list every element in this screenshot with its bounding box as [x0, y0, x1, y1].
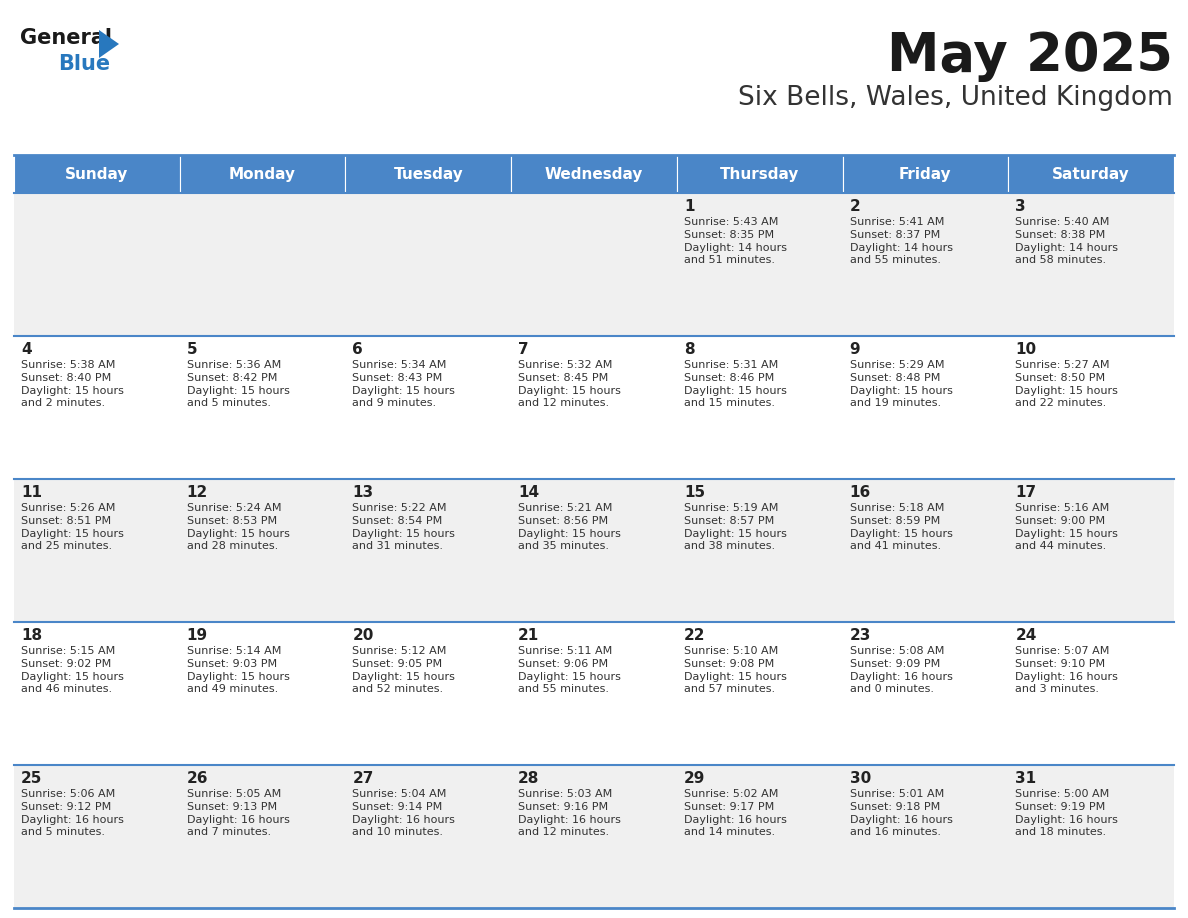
Bar: [346, 155, 511, 193]
Text: 16: 16: [849, 485, 871, 500]
Text: Sunrise: 5:18 AM
Sunset: 8:59 PM
Daylight: 15 hours
and 41 minutes.: Sunrise: 5:18 AM Sunset: 8:59 PM Dayligh…: [849, 503, 953, 552]
Text: Sunrise: 5:27 AM
Sunset: 8:50 PM
Daylight: 15 hours
and 22 minutes.: Sunrise: 5:27 AM Sunset: 8:50 PM Dayligh…: [1016, 360, 1118, 409]
Bar: [511, 155, 677, 193]
Text: 6: 6: [353, 342, 364, 357]
Text: Sunrise: 5:12 AM
Sunset: 9:05 PM
Daylight: 15 hours
and 52 minutes.: Sunrise: 5:12 AM Sunset: 9:05 PM Dayligh…: [353, 646, 455, 694]
Text: Sunrise: 5:26 AM
Sunset: 8:51 PM
Daylight: 15 hours
and 25 minutes.: Sunrise: 5:26 AM Sunset: 8:51 PM Dayligh…: [21, 503, 124, 552]
Text: 23: 23: [849, 628, 871, 643]
Text: Sunrise: 5:34 AM
Sunset: 8:43 PM
Daylight: 15 hours
and 9 minutes.: Sunrise: 5:34 AM Sunset: 8:43 PM Dayligh…: [353, 360, 455, 409]
Bar: [14, 155, 179, 193]
Text: 29: 29: [684, 771, 706, 786]
Text: Sunrise: 5:15 AM
Sunset: 9:02 PM
Daylight: 15 hours
and 46 minutes.: Sunrise: 5:15 AM Sunset: 9:02 PM Dayligh…: [21, 646, 124, 694]
Text: Sunrise: 5:38 AM
Sunset: 8:40 PM
Daylight: 15 hours
and 2 minutes.: Sunrise: 5:38 AM Sunset: 8:40 PM Dayligh…: [21, 360, 124, 409]
Text: Sunrise: 5:04 AM
Sunset: 9:14 PM
Daylight: 16 hours
and 10 minutes.: Sunrise: 5:04 AM Sunset: 9:14 PM Dayligh…: [353, 789, 455, 837]
Text: Sunrise: 5:02 AM
Sunset: 9:17 PM
Daylight: 16 hours
and 14 minutes.: Sunrise: 5:02 AM Sunset: 9:17 PM Dayligh…: [684, 789, 786, 837]
Text: 5: 5: [187, 342, 197, 357]
Polygon shape: [99, 30, 119, 58]
Text: 25: 25: [21, 771, 43, 786]
Text: Tuesday: Tuesday: [393, 166, 463, 182]
Text: 3: 3: [1016, 199, 1026, 214]
Bar: [14, 336, 1174, 479]
Text: Sunrise: 5:36 AM
Sunset: 8:42 PM
Daylight: 15 hours
and 5 minutes.: Sunrise: 5:36 AM Sunset: 8:42 PM Dayligh…: [187, 360, 290, 409]
Text: Sunrise: 5:07 AM
Sunset: 9:10 PM
Daylight: 16 hours
and 3 minutes.: Sunrise: 5:07 AM Sunset: 9:10 PM Dayligh…: [1016, 646, 1118, 694]
Bar: [14, 622, 1174, 765]
Text: Sunrise: 5:22 AM
Sunset: 8:54 PM
Daylight: 15 hours
and 31 minutes.: Sunrise: 5:22 AM Sunset: 8:54 PM Dayligh…: [353, 503, 455, 552]
Bar: [14, 193, 1174, 336]
Text: Sunrise: 5:21 AM
Sunset: 8:56 PM
Daylight: 15 hours
and 35 minutes.: Sunrise: 5:21 AM Sunset: 8:56 PM Dayligh…: [518, 503, 621, 552]
Text: 17: 17: [1016, 485, 1036, 500]
Text: Sunrise: 5:03 AM
Sunset: 9:16 PM
Daylight: 16 hours
and 12 minutes.: Sunrise: 5:03 AM Sunset: 9:16 PM Dayligh…: [518, 789, 621, 837]
Text: Sunrise: 5:06 AM
Sunset: 9:12 PM
Daylight: 16 hours
and 5 minutes.: Sunrise: 5:06 AM Sunset: 9:12 PM Dayligh…: [21, 789, 124, 837]
Text: Sunrise: 5:00 AM
Sunset: 9:19 PM
Daylight: 16 hours
and 18 minutes.: Sunrise: 5:00 AM Sunset: 9:19 PM Dayligh…: [1016, 789, 1118, 837]
Text: 21: 21: [518, 628, 539, 643]
Text: 20: 20: [353, 628, 374, 643]
Text: 14: 14: [518, 485, 539, 500]
Bar: [1009, 155, 1174, 193]
Text: Thursday: Thursday: [720, 166, 800, 182]
Text: Blue: Blue: [58, 54, 110, 74]
Bar: [842, 155, 1009, 193]
Text: Sunday: Sunday: [65, 166, 128, 182]
Text: Sunrise: 5:16 AM
Sunset: 9:00 PM
Daylight: 15 hours
and 44 minutes.: Sunrise: 5:16 AM Sunset: 9:00 PM Dayligh…: [1016, 503, 1118, 552]
Text: 1: 1: [684, 199, 694, 214]
Bar: [677, 155, 842, 193]
Text: 2: 2: [849, 199, 860, 214]
Text: Sunrise: 5:24 AM
Sunset: 8:53 PM
Daylight: 15 hours
and 28 minutes.: Sunrise: 5:24 AM Sunset: 8:53 PM Dayligh…: [187, 503, 290, 552]
Bar: [14, 765, 1174, 908]
Text: Saturday: Saturday: [1053, 166, 1130, 182]
Text: 10: 10: [1016, 342, 1036, 357]
Text: 19: 19: [187, 628, 208, 643]
Text: Sunrise: 5:01 AM
Sunset: 9:18 PM
Daylight: 16 hours
and 16 minutes.: Sunrise: 5:01 AM Sunset: 9:18 PM Dayligh…: [849, 789, 953, 837]
Text: Sunrise: 5:11 AM
Sunset: 9:06 PM
Daylight: 15 hours
and 55 minutes.: Sunrise: 5:11 AM Sunset: 9:06 PM Dayligh…: [518, 646, 621, 694]
Text: 27: 27: [353, 771, 374, 786]
Text: Sunrise: 5:05 AM
Sunset: 9:13 PM
Daylight: 16 hours
and 7 minutes.: Sunrise: 5:05 AM Sunset: 9:13 PM Dayligh…: [187, 789, 290, 837]
Text: Sunrise: 5:31 AM
Sunset: 8:46 PM
Daylight: 15 hours
and 15 minutes.: Sunrise: 5:31 AM Sunset: 8:46 PM Dayligh…: [684, 360, 786, 409]
Bar: [179, 155, 346, 193]
Text: 12: 12: [187, 485, 208, 500]
Text: 4: 4: [21, 342, 32, 357]
Text: Sunrise: 5:32 AM
Sunset: 8:45 PM
Daylight: 15 hours
and 12 minutes.: Sunrise: 5:32 AM Sunset: 8:45 PM Dayligh…: [518, 360, 621, 409]
Text: 22: 22: [684, 628, 706, 643]
Text: Six Bells, Wales, United Kingdom: Six Bells, Wales, United Kingdom: [738, 85, 1173, 111]
Text: Sunrise: 5:08 AM
Sunset: 9:09 PM
Daylight: 16 hours
and 0 minutes.: Sunrise: 5:08 AM Sunset: 9:09 PM Dayligh…: [849, 646, 953, 694]
Text: 31: 31: [1016, 771, 1036, 786]
Text: 28: 28: [518, 771, 539, 786]
Text: General: General: [20, 28, 112, 48]
Text: Wednesday: Wednesday: [545, 166, 643, 182]
Text: 13: 13: [353, 485, 373, 500]
Text: 11: 11: [21, 485, 42, 500]
Text: Sunrise: 5:29 AM
Sunset: 8:48 PM
Daylight: 15 hours
and 19 minutes.: Sunrise: 5:29 AM Sunset: 8:48 PM Dayligh…: [849, 360, 953, 409]
Text: Sunrise: 5:10 AM
Sunset: 9:08 PM
Daylight: 15 hours
and 57 minutes.: Sunrise: 5:10 AM Sunset: 9:08 PM Dayligh…: [684, 646, 786, 694]
Text: 30: 30: [849, 771, 871, 786]
Text: Sunrise: 5:41 AM
Sunset: 8:37 PM
Daylight: 14 hours
and 55 minutes.: Sunrise: 5:41 AM Sunset: 8:37 PM Dayligh…: [849, 217, 953, 265]
Text: Sunrise: 5:19 AM
Sunset: 8:57 PM
Daylight: 15 hours
and 38 minutes.: Sunrise: 5:19 AM Sunset: 8:57 PM Dayligh…: [684, 503, 786, 552]
Text: 26: 26: [187, 771, 208, 786]
Text: 8: 8: [684, 342, 695, 357]
Text: Friday: Friday: [899, 166, 952, 182]
Text: 24: 24: [1016, 628, 1037, 643]
Bar: [14, 479, 1174, 622]
Text: 18: 18: [21, 628, 42, 643]
Text: 9: 9: [849, 342, 860, 357]
Text: Monday: Monday: [229, 166, 296, 182]
Text: Sunrise: 5:14 AM
Sunset: 9:03 PM
Daylight: 15 hours
and 49 minutes.: Sunrise: 5:14 AM Sunset: 9:03 PM Dayligh…: [187, 646, 290, 694]
Text: 7: 7: [518, 342, 529, 357]
Text: 15: 15: [684, 485, 704, 500]
Text: Sunrise: 5:40 AM
Sunset: 8:38 PM
Daylight: 14 hours
and 58 minutes.: Sunrise: 5:40 AM Sunset: 8:38 PM Dayligh…: [1016, 217, 1118, 265]
Text: May 2025: May 2025: [887, 30, 1173, 82]
Text: Sunrise: 5:43 AM
Sunset: 8:35 PM
Daylight: 14 hours
and 51 minutes.: Sunrise: 5:43 AM Sunset: 8:35 PM Dayligh…: [684, 217, 786, 265]
